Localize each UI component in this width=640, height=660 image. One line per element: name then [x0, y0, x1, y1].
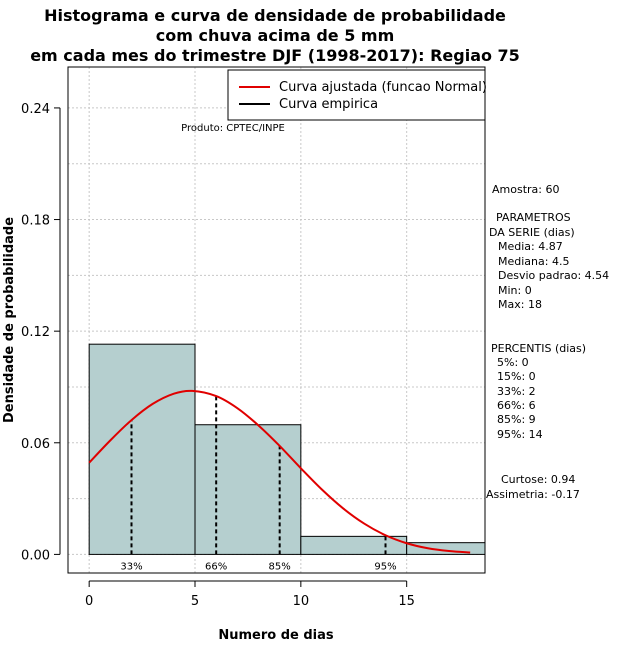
- percentile-lines: [130, 396, 387, 555]
- x-axis-title: Numero de dias: [218, 628, 334, 643]
- chart-title: Histograma e curva de densidade de proba…: [30, 6, 520, 65]
- y-axis-title: Densidade de probabilidade: [2, 217, 17, 423]
- x-tick-label-1: 5: [191, 594, 199, 609]
- chart-title-line-2: com chuva acima de 5 mm: [156, 26, 395, 45]
- percentile-label-2: 85%: [269, 561, 291, 572]
- stat-p5: 5%: 0: [497, 356, 529, 369]
- stat-p95: 95%: 14: [497, 428, 543, 441]
- stat-mediana: Mediana: 4.5: [498, 255, 569, 268]
- y-tick-label-4: 0.24: [21, 102, 50, 117]
- y-tick-label-2: 0.12: [21, 325, 50, 340]
- x-tick-label-2: 10: [293, 594, 310, 609]
- legend-label-empirical: Curva empirica: [279, 97, 378, 112]
- stat-curtose: Curtose: 0.94: [501, 473, 575, 486]
- legend-box: [227, 69, 486, 121]
- histogram-bars: [88, 343, 486, 555]
- stat-max: Max: 18: [498, 298, 542, 311]
- chart-title-line-1: Histograma e curva de densidade de proba…: [44, 6, 506, 25]
- y-tick-label-3: 0.18: [21, 214, 50, 229]
- x-axis: 0 5 10 15: [85, 580, 415, 609]
- y-tick-label-1: 0.06: [21, 437, 50, 452]
- percentile-label-3: 95%: [374, 561, 396, 572]
- percentile-label-0: 33%: [120, 561, 142, 572]
- y-tick-label-0: 0.00: [21, 548, 50, 563]
- stat-percentis-title: PERCENTIS (dias): [491, 342, 586, 355]
- legend-label-normal: Curva ajustada (funcao Normal): [279, 80, 487, 95]
- stat-param-title-2: DA SERIE (dias): [489, 226, 575, 239]
- chart-title-line-3: em cada mes do trimestre DJF (1998-2017)…: [30, 46, 520, 65]
- stat-p15: 15%: 0: [497, 370, 536, 383]
- stat-p66: 66%: 6: [497, 399, 536, 412]
- percentile-labels: 33% 66% 85% 95%: [120, 561, 396, 572]
- plot-frame: [67, 66, 486, 574]
- legend: Curva ajustada (funcao Normal) Curva emp…: [227, 69, 487, 121]
- y-axis: 0.00 0.06 0.12 0.18 0.24: [21, 102, 61, 563]
- x-tick-label-0: 0: [85, 594, 93, 609]
- histogram-bar-3: [406, 542, 486, 555]
- stat-p85: 85%: 9: [497, 413, 536, 426]
- stat-param-title-1: PARAMETROS: [496, 211, 571, 224]
- x-tick-label-3: 15: [398, 594, 415, 609]
- stat-p33: 33%: 2: [497, 385, 536, 398]
- product-annotation: Produto: CPTEC/INPE: [181, 123, 285, 134]
- histogram-bar-0: [88, 343, 196, 555]
- statistics-panel: Amostra: 60 PARAMETROS DA SERIE (dias) M…: [486, 183, 609, 501]
- stat-desvio: Desvio padrao: 4.54: [498, 269, 609, 282]
- stat-assimetria: Assimetria: -0.17: [486, 488, 580, 501]
- histogram-bar-1: [194, 424, 302, 555]
- stat-min: Min: 0: [498, 284, 532, 297]
- histogram-bar-2: [300, 535, 408, 555]
- stat-media: Media: 4.87: [498, 240, 563, 253]
- percentile-label-1: 66%: [205, 561, 227, 572]
- normal-curve-line: [88, 389, 471, 554]
- stat-amostra: Amostra: 60: [492, 183, 559, 196]
